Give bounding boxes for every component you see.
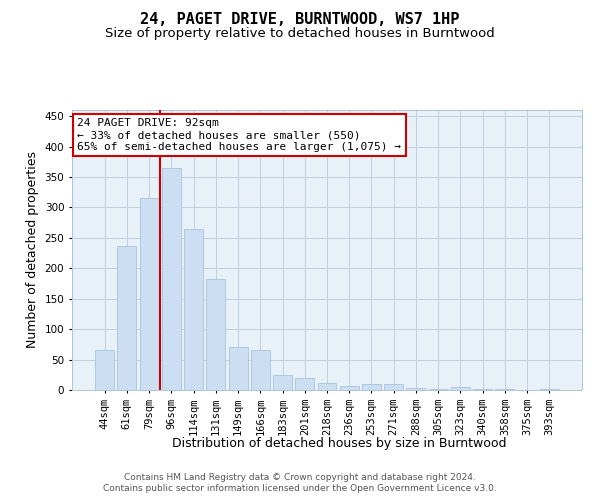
Bar	[273, 375, 292, 390]
Bar	[317, 382, 337, 390]
Bar	[429, 389, 448, 390]
Text: 24, PAGET DRIVE, BURNTWOOD, WS7 1HP: 24, PAGET DRIVE, BURNTWOOD, WS7 1HP	[140, 12, 460, 28]
Bar	[118, 246, 136, 390]
Bar	[251, 350, 270, 390]
Bar	[451, 387, 470, 390]
Text: 24 PAGET DRIVE: 92sqm
← 33% of detached houses are smaller (550)
65% of semi-det: 24 PAGET DRIVE: 92sqm ← 33% of detached …	[77, 118, 401, 152]
Bar	[384, 384, 403, 390]
Text: Contains public sector information licensed under the Open Government Licence v3: Contains public sector information licen…	[103, 484, 497, 493]
Bar	[295, 378, 314, 390]
Bar	[362, 384, 381, 390]
Text: Contains HM Land Registry data © Crown copyright and database right 2024.: Contains HM Land Registry data © Crown c…	[124, 472, 476, 482]
Bar	[206, 278, 225, 390]
Bar	[140, 198, 158, 390]
Bar	[229, 348, 248, 390]
Bar	[340, 386, 359, 390]
Bar	[95, 350, 114, 390]
Text: Size of property relative to detached houses in Burntwood: Size of property relative to detached ho…	[105, 28, 495, 40]
Bar	[162, 168, 181, 390]
Y-axis label: Number of detached properties: Number of detached properties	[26, 152, 39, 348]
Bar	[496, 389, 514, 390]
Bar	[184, 228, 203, 390]
Text: Distribution of detached houses by size in Burntwood: Distribution of detached houses by size …	[172, 438, 506, 450]
Bar	[406, 388, 425, 390]
